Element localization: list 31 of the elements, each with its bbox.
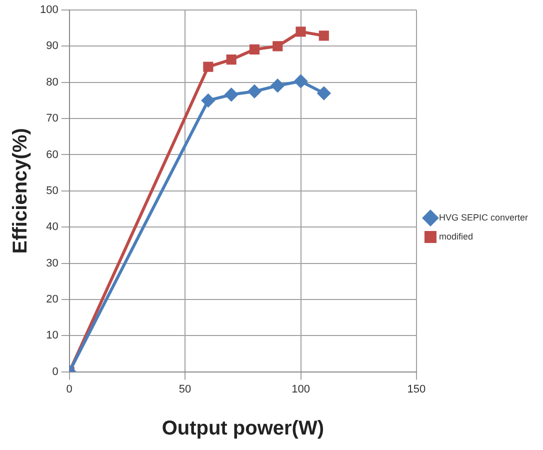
y-tick-label: 30 — [46, 257, 58, 270]
point — [203, 62, 214, 72]
point — [318, 30, 329, 41]
point — [248, 84, 261, 98]
point — [249, 44, 260, 54]
point — [294, 74, 308, 88]
y-axis-title: Efficiency(%) — [10, 128, 32, 254]
y-tick-label: 40 — [46, 221, 58, 234]
point — [202, 94, 215, 107]
point — [226, 54, 236, 65]
x-tick-label: 150 — [407, 383, 426, 396]
y-tick-label: 70 — [46, 112, 58, 125]
y-tick-label: 0 — [52, 366, 58, 378]
x-axis-title: Output power(W) — [162, 418, 324, 440]
x-tick-label: 50 — [178, 383, 192, 396]
y-tick-label: 20 — [46, 293, 58, 306]
x-tick-label: 100 — [292, 383, 310, 396]
point — [224, 88, 238, 102]
legend-label: modified — [438, 231, 473, 242]
y-tick-label: 90 — [46, 40, 58, 52]
point — [271, 79, 284, 92]
y-tick-label: 10 — [46, 330, 58, 342]
x-tick-label: 0 — [66, 383, 72, 396]
y-tick-label: 100 — [40, 4, 58, 16]
y-tick-label: 80 — [46, 76, 58, 88]
y-tick-label: 60 — [46, 148, 58, 161]
point — [272, 41, 283, 52]
legend-label: HVG SEPIC converter — [438, 212, 528, 222]
y-tick-label: 50 — [46, 184, 58, 197]
point — [317, 86, 330, 100]
point — [296, 26, 306, 37]
